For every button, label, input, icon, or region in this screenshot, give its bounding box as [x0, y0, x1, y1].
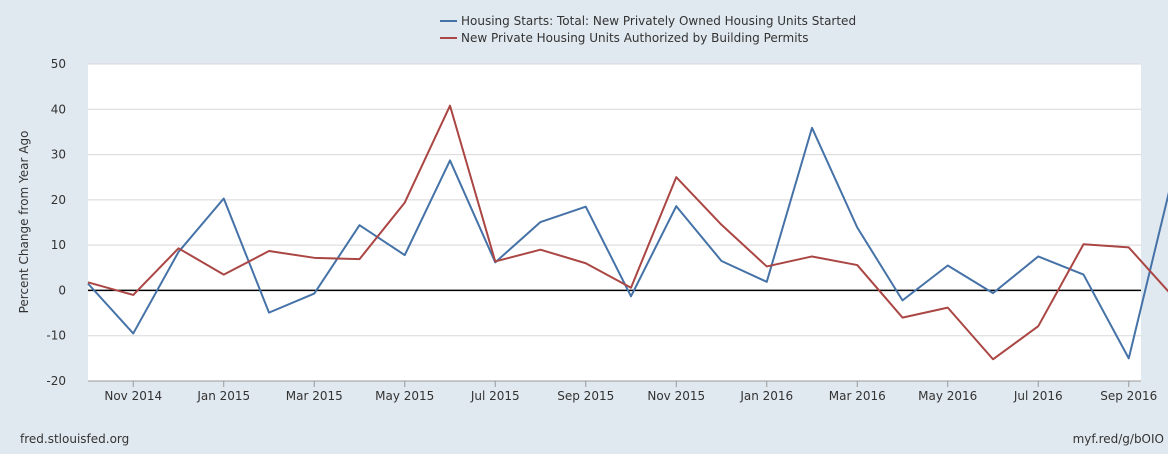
- x-tick-label: Sep 2015: [557, 389, 614, 403]
- legend-swatch-housing-starts: [440, 19, 457, 22]
- legend-label-building-permits: New Private Housing Units Authorized by …: [461, 30, 809, 45]
- x-tick-label: Jan 2015: [196, 389, 250, 403]
- y-tick-label: 10: [51, 238, 66, 252]
- y-tick-label: 40: [51, 102, 66, 116]
- series-line-housing-starts[interactable]: [87, 126, 1168, 360]
- x-tick-label: May 2015: [375, 389, 434, 403]
- plot-background: [88, 64, 1141, 381]
- x-tick-label: May 2016: [918, 389, 977, 403]
- legend[interactable]: Housing Starts: Total: New Privately Own…: [440, 12, 856, 46]
- short-link[interactable]: myf.red/g/bOIO: [1072, 432, 1164, 446]
- x-tick-label: Jul 2016: [1013, 389, 1063, 403]
- x-tick-label: Jan 2016: [739, 389, 793, 403]
- y-axis-ticks: -20 -10 0 10 20 30 40 50: [46, 57, 66, 388]
- x-tick-label: Jul 2015: [470, 389, 520, 403]
- x-tick-label: Mar 2016: [829, 389, 886, 403]
- x-tick-label: Sep 2016: [1100, 389, 1157, 403]
- y-tick-label: 20: [51, 193, 66, 207]
- legend-swatch-building-permits: [440, 36, 457, 39]
- series-line-building-permits[interactable]: [87, 104, 1168, 361]
- x-tick-label: Nov 2015: [647, 389, 705, 403]
- y-tick-label: -20: [46, 374, 66, 388]
- y-axis-label: Percent Change from Year Ago: [17, 131, 31, 314]
- x-tick-label: Mar 2015: [286, 389, 343, 403]
- x-tick-label: Nov 2014: [104, 389, 162, 403]
- source-credit[interactable]: fred.stlouisfed.org: [20, 432, 130, 446]
- x-axis-ticks: Nov 2014 Jan 2015 Mar 2015 May 2015 Jul 2015…: [104, 381, 1157, 403]
- legend-item-building-permits[interactable]: New Private Housing Units Authorized by …: [440, 29, 856, 46]
- y-tick-label: -10: [46, 329, 66, 343]
- legend-item-housing-starts[interactable]: Housing Starts: Total: New Privately Own…: [440, 12, 856, 29]
- y-tick-label: 30: [51, 148, 66, 162]
- legend-label-housing-starts: Housing Starts: Total: New Privately Own…: [461, 13, 857, 28]
- y-tick-label: 0: [58, 283, 66, 297]
- series-group[interactable]: [87, 104, 1168, 361]
- y-tick-label: 50: [51, 57, 66, 71]
